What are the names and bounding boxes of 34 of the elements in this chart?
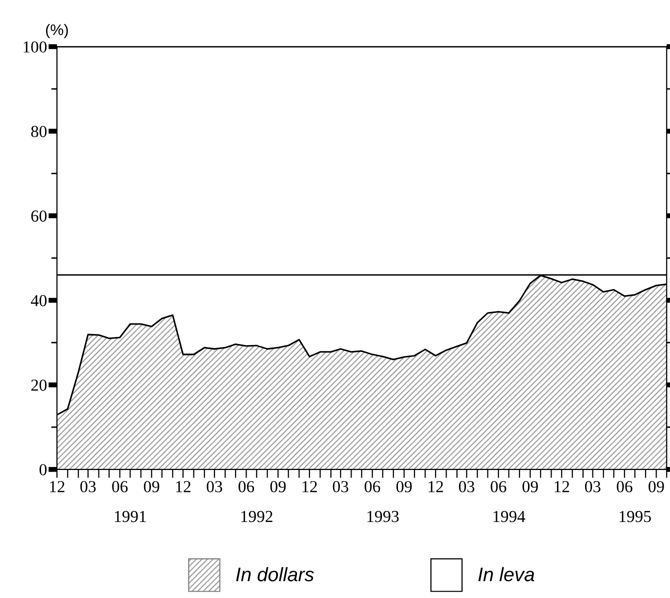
y-axis-title: (%)	[46, 24, 68, 38]
x-tick-label: 09	[522, 481, 538, 492]
x-tick-label: 06	[112, 481, 128, 492]
x-tick-label: 12	[50, 481, 64, 492]
x-tick-label: 03	[458, 481, 474, 492]
x-tick-label: 03	[332, 481, 348, 492]
x2-tick-label: 1995	[620, 510, 651, 522]
legend-label: In dollars	[236, 567, 314, 582]
y-tick-label: 0	[40, 464, 47, 476]
x-tick-label: 12	[554, 481, 570, 492]
y-tick-label: 60	[31, 210, 47, 222]
x-tick-label: 06	[616, 481, 632, 492]
x-tick-label: 12	[302, 481, 317, 492]
x-tick-label: 09	[648, 481, 664, 492]
y-tick-label: 40	[30, 295, 47, 306]
x2-tick-label: 1994	[494, 510, 526, 522]
x2-tick-label: 1993	[368, 510, 399, 522]
x2-tick-label: 1992	[241, 510, 272, 522]
x-tick-label: 09	[270, 481, 286, 492]
x-tick-label: 03	[585, 481, 600, 492]
x-tick-label: 12	[428, 481, 443, 492]
x-tick-label: 03	[206, 481, 222, 492]
x-tick-label: 03	[80, 481, 96, 492]
x-tick-label: 09	[396, 481, 412, 492]
x-tick-label: 06	[238, 481, 254, 492]
x-tick-label: 12	[176, 481, 190, 492]
y-tick-label: 100	[24, 41, 47, 53]
y-tick-label: 80	[31, 126, 47, 138]
x2-tick-label: 1991	[114, 510, 146, 522]
legend-label: In leva	[478, 567, 534, 582]
x-tick-label: 09	[144, 481, 160, 492]
x-tick-label: 06	[364, 481, 380, 492]
x-tick-label: 06	[490, 481, 506, 492]
y-tick-label: 20	[31, 380, 47, 391]
